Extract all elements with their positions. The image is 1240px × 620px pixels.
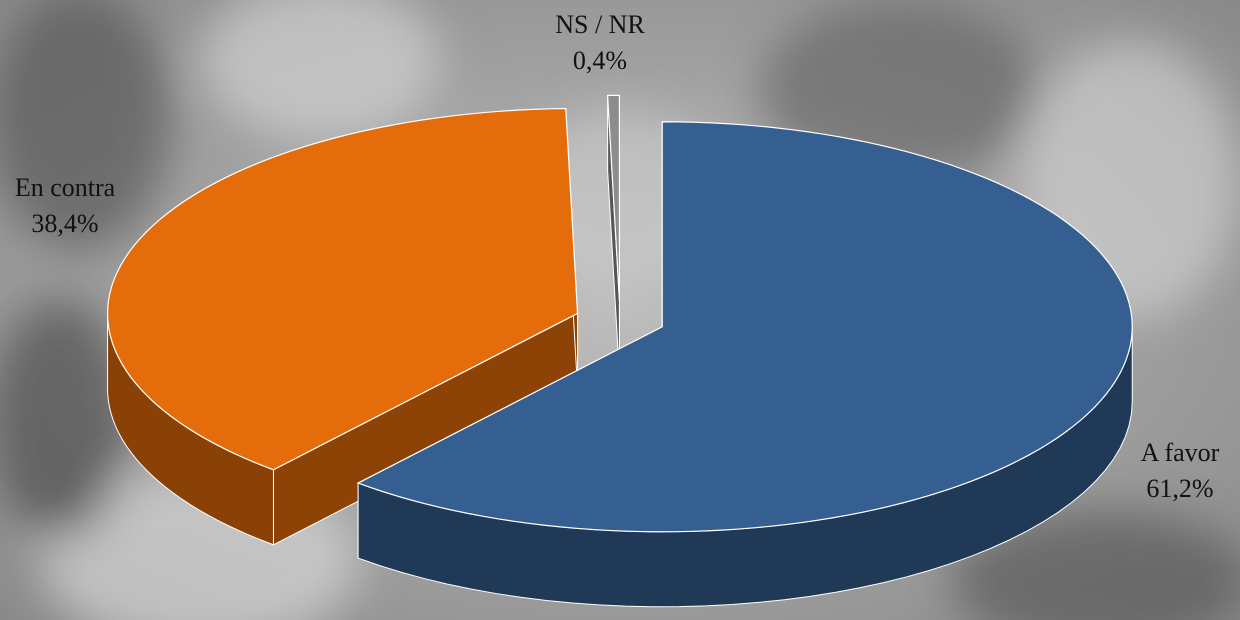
labels: NS / NR 0,4% En contra 38,4% A favor 61,2% — [15, 10, 1220, 503]
value-label: 61,2% — [1146, 474, 1213, 503]
slice — [106, 107, 579, 546]
category-label: A favor — [1141, 438, 1220, 467]
pie — [106, 94, 1133, 608]
category-label: En contra — [15, 173, 116, 202]
slice-top — [356, 121, 1133, 533]
slice-top — [106, 107, 579, 471]
value-label: 0,4% — [573, 46, 627, 75]
category-label: NS / NR — [555, 10, 645, 39]
value-label: 38,4% — [31, 209, 98, 238]
slice-top — [606, 94, 621, 301]
slice — [356, 121, 1133, 608]
